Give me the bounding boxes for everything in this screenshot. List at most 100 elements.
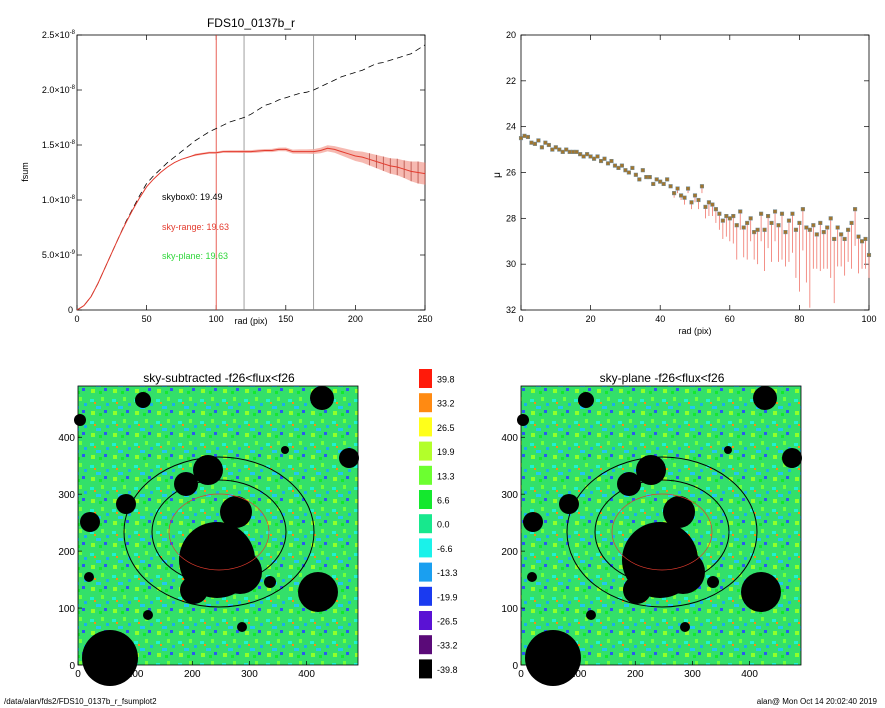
mu-point (800, 207, 805, 212)
colorbar-swatch (419, 562, 432, 582)
image-title-right: sky-plane -f26<flux<f26 (600, 371, 725, 385)
mu-ytick-label: 28 (506, 213, 516, 223)
mu-point (772, 209, 778, 214)
aperture-outer-right (566, 456, 758, 608)
fsum-vlines (215, 35, 315, 310)
mu-point (783, 230, 788, 235)
fsum-xtick-label: 50 (142, 314, 152, 324)
fsum-ytick-label: 5.0×10-9 (42, 250, 76, 260)
mu-point (592, 156, 597, 161)
mu-point (734, 223, 739, 228)
mu-point (762, 227, 767, 232)
colorbar-swatch (419, 490, 432, 509)
image-title-left: sky-subtracted -f26<flux<f26 (143, 371, 295, 385)
colorbar: 39.8 33.2 26.5 19.9 13.3 6.6 0.0 -6.6 -13.3 -19.9… (419, 369, 458, 679)
colorbar-swatch (419, 586, 432, 606)
colorbar-swatch (419, 514, 432, 534)
mu-point (713, 207, 718, 212)
mu-point (571, 149, 576, 154)
mu-point (564, 147, 569, 152)
mu-plot: rad (pix) μ 0 20 40 60 80 100 20 22 24 26 28 30 32 (492, 30, 877, 336)
mu-point (612, 163, 618, 168)
mu-point (825, 225, 830, 230)
mu-point (605, 161, 611, 166)
mu-point (839, 232, 844, 237)
aperture-outer (123, 456, 315, 608)
image-xtick-label: 100 (127, 669, 144, 680)
mu-point (619, 163, 624, 168)
mu-point (598, 158, 604, 164)
colorbar-swatch (419, 417, 432, 437)
mu-point (585, 152, 590, 157)
fsum-xtick-label: 250 (417, 314, 432, 324)
mu-ytick-label: 22 (506, 76, 516, 86)
annotation-sky-range: sky-range: 19.63 (162, 222, 229, 232)
mu-xtick-label: 0 (518, 314, 523, 324)
image-panel-sky-plane: sky-plane -f26<flux<f26 0 100 (501, 371, 802, 686)
colorbar-label: -13.3 (437, 568, 458, 578)
mu-point (807, 227, 812, 232)
mu-point (685, 186, 691, 191)
mu-point (644, 175, 649, 180)
colorbar-swatch (419, 659, 432, 679)
colorbar-swatch (419, 635, 432, 655)
aperture-red-right (611, 493, 713, 571)
fsum-y-label: fsum (20, 162, 30, 182)
fsum-x-label: rad (pix) (234, 316, 267, 326)
mu-xtick-label: 80 (794, 314, 804, 324)
image-ytick-label: 200 (501, 547, 518, 558)
mu-point (679, 193, 684, 198)
mu-point (532, 141, 537, 146)
mu-point (853, 207, 858, 212)
fsum-xtick-label: 0 (74, 314, 79, 324)
mu-point (811, 223, 816, 228)
mu-point (776, 223, 781, 228)
colorbar-swatch (419, 465, 432, 485)
mu-point (682, 195, 687, 200)
aperture-inner (151, 479, 287, 585)
fsum-ytick-label: 1.0×10-8 (42, 195, 76, 205)
colorbar-label: -6.6 (437, 544, 453, 554)
mu-point (769, 220, 774, 225)
colorbar-label: 39.8 (437, 375, 455, 385)
mu-point (859, 239, 865, 244)
mu-x-label: rad (pix) (678, 326, 711, 336)
image-xtick-label: 0 (75, 669, 81, 680)
mu-xtick-label: 100 (861, 314, 876, 324)
mu-point (863, 236, 868, 242)
fsum-ytick-label: 2.0×10-8 (42, 85, 76, 95)
image-ytick-label: 200 (58, 547, 75, 558)
mu-point (856, 234, 861, 239)
mu-ytick-label: 30 (506, 259, 516, 269)
fsum-plot: FDS10_0137b_r rad (pix) fsum 0 50 100 150 20… (20, 16, 433, 326)
fsum-plot-title: FDS10_0137b_r (207, 16, 295, 30)
mu-point (525, 134, 531, 140)
mu-point (567, 149, 572, 154)
mu-point (546, 142, 551, 148)
image-xtick-label: 200 (627, 669, 644, 680)
mu-point (752, 230, 757, 235)
colorbar-label: 33.2 (437, 399, 455, 409)
mu-point (536, 138, 541, 143)
mu-point (654, 177, 659, 182)
image-right-frame (520, 385, 802, 666)
image-ytick-label: 300 (501, 490, 518, 501)
mu-point (786, 218, 792, 223)
colorbar-label: 6.6 (437, 496, 450, 506)
mu-point (828, 216, 833, 221)
mu-point (529, 140, 534, 145)
mu-point (720, 218, 725, 223)
mu-point (741, 225, 746, 230)
mu-point (675, 186, 680, 191)
colorbar-swatch (419, 441, 432, 461)
annotation-sky-plane: sky-plane: 19.63 (162, 251, 228, 261)
mu-point (595, 154, 600, 159)
annotation-skybox0: skybox0: 19.49 (162, 192, 223, 202)
fsum-ytick-label: 1.5×10-8 (42, 140, 76, 150)
aperture-inner-right (594, 479, 730, 585)
mu-point (522, 133, 527, 138)
image-ytick-label: 400 (501, 433, 518, 444)
mu-point (692, 193, 698, 198)
mu-points (518, 133, 872, 308)
